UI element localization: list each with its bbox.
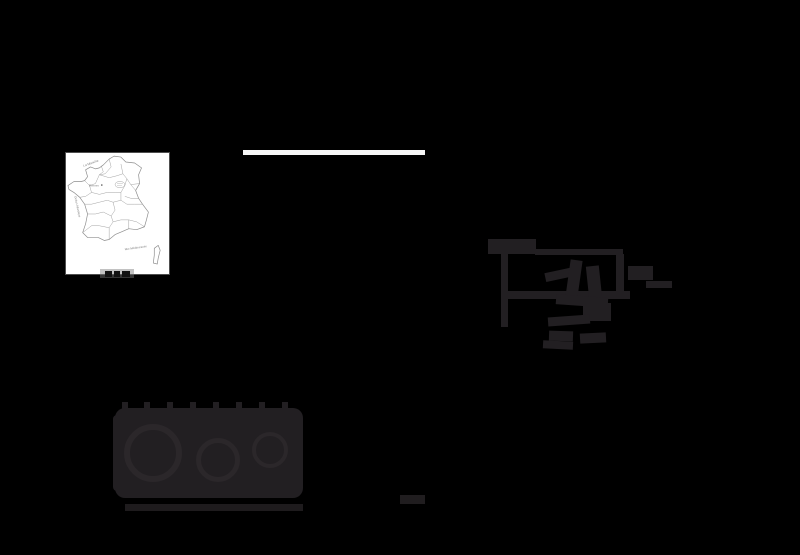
label-la-manche: La Manche	[83, 159, 100, 168]
ile-de-france-outline	[114, 181, 126, 188]
ink-mark	[542, 340, 574, 350]
ink-mark	[501, 254, 508, 327]
ink-mark	[547, 314, 591, 327]
ink-mark	[579, 332, 607, 344]
france-outline	[67, 155, 149, 241]
ink-mark	[535, 249, 623, 255]
divider-line	[243, 150, 425, 155]
caption-block	[104, 270, 112, 277]
corsica-outline	[152, 245, 161, 265]
blob-tab	[122, 402, 128, 409]
label-mediterranee: Mer Méditerranée	[124, 244, 147, 251]
figure-caption	[100, 269, 134, 278]
blob-ring	[124, 424, 182, 482]
ink-mark	[583, 303, 611, 321]
city-dot	[101, 184, 103, 186]
blob-tab	[213, 402, 219, 409]
label-ocean-atlantique: Océan Atlantique	[73, 196, 81, 218]
blob-tab	[236, 402, 242, 409]
ink-mark	[616, 254, 624, 292]
blob-underline	[125, 504, 303, 511]
blob-ring	[252, 432, 288, 468]
paris-scribble	[117, 183, 123, 186]
ink-mark	[488, 239, 536, 254]
france-map-svg: La Manche Rennes Océan Atlantique Mer Mé…	[67, 155, 161, 265]
blob-ring	[196, 438, 240, 482]
region-borders	[79, 159, 145, 240]
blob-tab	[190, 402, 196, 409]
ink-mark	[646, 281, 672, 288]
ink-dash	[400, 495, 425, 504]
caption-block	[113, 270, 120, 277]
label-city: Rennes	[89, 183, 99, 187]
caption-block	[121, 270, 130, 277]
blob-tab	[282, 402, 288, 409]
ink-mark	[628, 266, 653, 280]
france-map-figure: La Manche Rennes Océan Atlantique Mer Mé…	[65, 152, 170, 275]
blob-tab	[144, 402, 150, 409]
blob-tab	[167, 402, 173, 409]
blob-tab	[259, 402, 265, 409]
